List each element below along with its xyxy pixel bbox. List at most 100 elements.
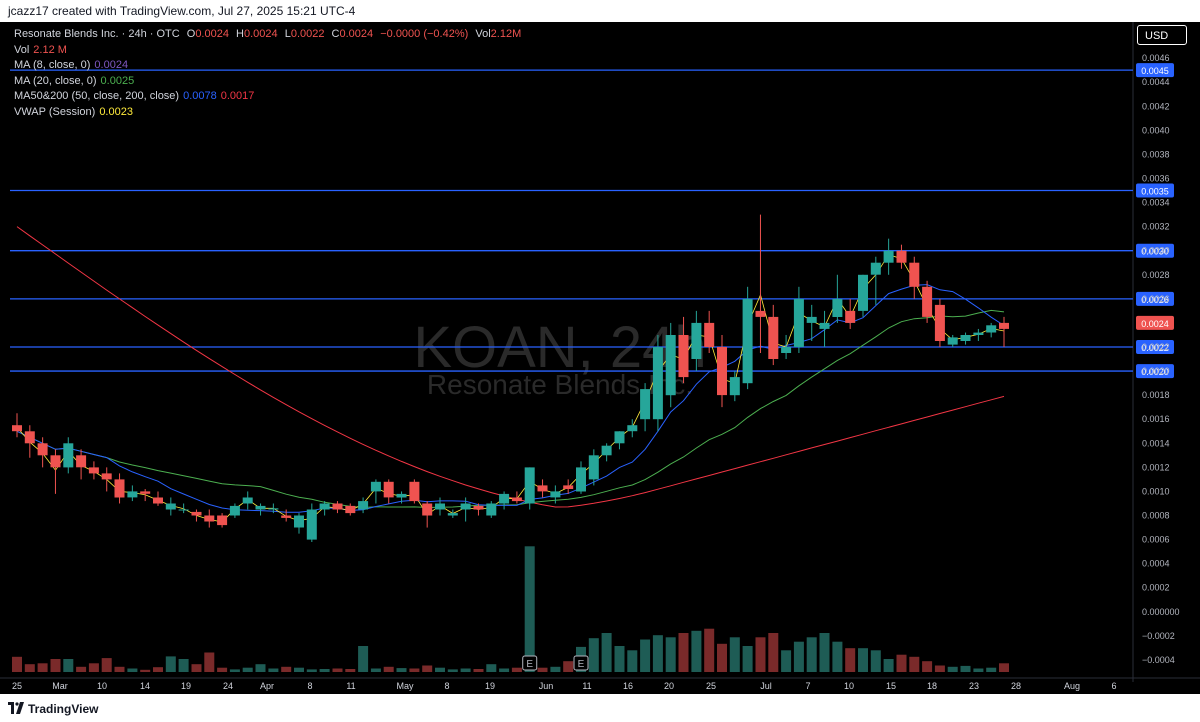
- volume-bar: [652, 635, 663, 672]
- candle-body: [652, 347, 663, 420]
- volume-bar: [832, 641, 843, 672]
- candle-body: [947, 337, 958, 345]
- horizontal-level-label: 0.0026: [1136, 291, 1174, 306]
- legend-vwap-row[interactable]: VWAP (Session) 0.0023: [14, 105, 521, 121]
- y-tick-label: 0.0026: [1142, 294, 1170, 304]
- horizontal-level-label-text: 0.0026: [1141, 295, 1169, 305]
- legend-vol-row[interactable]: Vol 2.12 M: [14, 43, 521, 59]
- volume-bar: [691, 630, 702, 672]
- earnings-marker: E: [573, 655, 589, 671]
- volume-bar: [717, 643, 727, 672]
- volume-bar: [37, 663, 48, 672]
- candle-body: [435, 503, 445, 510]
- tradingview-logo-icon[interactable]: [8, 702, 24, 714]
- candle-body: [217, 515, 228, 526]
- candle-body: [153, 497, 163, 504]
- legend-ma20-label: MA (20, close, 0): [14, 74, 97, 87]
- candle-body: [793, 298, 804, 347]
- legend-ma8-row[interactable]: MA (8, close, 0) 0.0024: [14, 58, 521, 74]
- volume-bar: [63, 659, 74, 672]
- chart-area[interactable]: KOAN, 24h Resonate Blends Inc. 0.0045 0.003…: [0, 22, 1200, 694]
- footer-bar: TradingView: [0, 694, 1200, 722]
- volume-bar: [153, 667, 163, 672]
- legend-vol-inline-value: 2.12M: [490, 28, 522, 40]
- legend-vol-value: 2.12 M: [33, 43, 67, 56]
- legend-vol-label: Vol: [14, 43, 30, 56]
- y-tick-label: 0.0010: [1142, 486, 1170, 496]
- volume-bar: [12, 656, 22, 672]
- volume-bar: [358, 646, 369, 672]
- volume-bar: [947, 666, 958, 672]
- candle-body: [319, 503, 330, 510]
- volume-bar: [858, 648, 868, 672]
- y-tick-label: 0.0004: [1142, 559, 1170, 569]
- candle-body: [883, 250, 894, 263]
- x-tick-label: 15: [886, 681, 896, 691]
- legend-l-label: L: [284, 28, 291, 40]
- candle-body: [24, 431, 35, 444]
- candle-body: [294, 515, 304, 528]
- y-tick-label: 0.0032: [1142, 222, 1170, 232]
- volume-bar: [165, 656, 176, 672]
- currency-button[interactable]: USD: [1137, 25, 1187, 45]
- volume-bar: [281, 666, 292, 672]
- volume-bar: [114, 666, 125, 672]
- legend-ma50200-row[interactable]: MA50&200 (50, close, 200, close) 0.0078 0.…: [14, 89, 521, 105]
- y-tick-label: 0.000000: [1142, 607, 1180, 617]
- candle-body: [255, 505, 266, 510]
- candle-body: [358, 501, 369, 510]
- candle-body: [306, 509, 317, 540]
- candle-body: [806, 316, 817, 323]
- horizontal-level-label-text: 0.0045: [1141, 66, 1169, 76]
- candle-body: [511, 497, 522, 502]
- volume-bar: [460, 668, 471, 672]
- candle-body: [114, 479, 125, 498]
- candle-body: [165, 503, 176, 510]
- horizontal-level-label-text: 0.0030: [1141, 247, 1169, 257]
- x-tick-label: 28: [1011, 681, 1021, 691]
- candle-body: [229, 505, 240, 516]
- volume-bar: [268, 668, 279, 672]
- volume-bar: [729, 637, 740, 672]
- volume-bar: [934, 665, 945, 672]
- legend-ma20-row[interactable]: MA (20, close, 0) 0.0025: [14, 74, 521, 90]
- volume-bar: [755, 637, 766, 672]
- candle-body: [499, 493, 510, 504]
- candle-body: [396, 493, 407, 498]
- volume-bar: [870, 650, 881, 672]
- volume-bar: [127, 668, 138, 672]
- earnings-marker-box: [573, 655, 589, 671]
- legend-symbol-row: Resonate Blends Inc. · 24h · OTC O0.0024…: [14, 27, 521, 43]
- candle-body: [383, 481, 394, 498]
- candle-body: [986, 325, 997, 333]
- legend-o-value: 0.0024: [195, 28, 229, 40]
- volume-bar: [396, 668, 407, 672]
- candle-body: [101, 473, 112, 480]
- candle-body: [870, 262, 881, 275]
- volume-bar: [806, 637, 817, 672]
- x-tick-label: Mar: [52, 681, 68, 691]
- horizontal-level-label-bg: [1136, 243, 1174, 258]
- volume-bar: [178, 659, 189, 672]
- legend-vol-inline-label: Vol: [475, 28, 491, 40]
- candle-body: [960, 335, 971, 341]
- volume-bar: [537, 667, 548, 672]
- volume-bar: [896, 654, 907, 672]
- candle-body: [191, 511, 202, 516]
- volume-bar: [50, 659, 61, 672]
- brand-name[interactable]: TradingView: [28, 702, 99, 716]
- candle-body: [473, 505, 484, 510]
- volume-bar: [435, 667, 445, 672]
- candle-body: [934, 304, 945, 341]
- y-tick-label: 0.0036: [1142, 174, 1170, 184]
- legend-symbol[interactable]: Resonate Blends Inc. · 24h · OTC: [14, 28, 180, 40]
- volume-bar: [422, 665, 433, 672]
- x-tick-label: 10: [844, 681, 854, 691]
- candle-body: [268, 508, 279, 510]
- horizontal-level-label-text: 0.0022: [1141, 343, 1169, 353]
- y-tick-label: 0.0044: [1142, 77, 1170, 87]
- y-tick-label: 0.0042: [1142, 101, 1170, 111]
- last-price-label: 0.0024: [1141, 319, 1169, 329]
- volume-bar: [550, 666, 561, 672]
